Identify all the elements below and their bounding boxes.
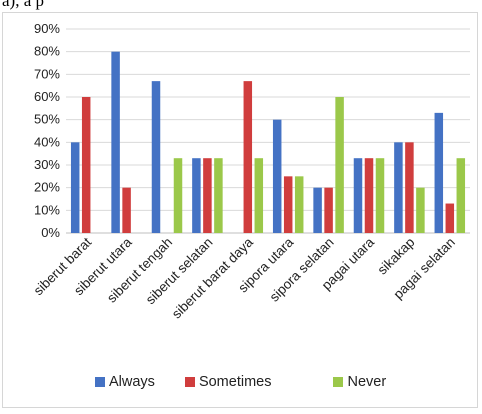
bar-never [173, 158, 183, 233]
bar-always [434, 112, 444, 233]
cropped-caption-text: a), a p [2, 0, 45, 10]
bar-sometimes [81, 97, 91, 233]
bar-always [192, 158, 201, 233]
bar-always [111, 51, 120, 233]
bar-sometimes [324, 187, 333, 233]
legend-item-never: Never [333, 374, 386, 390]
bar-sometimes [283, 176, 293, 233]
bar-never [294, 176, 304, 233]
legend-swatch [333, 377, 344, 387]
bar-never [214, 158, 223, 233]
y-tick-label: 10% [34, 202, 60, 217]
legend-label: Never [347, 374, 387, 390]
bar-sometimes [243, 81, 253, 233]
legend-item-always: Always [95, 374, 155, 390]
chart-legend: Always Sometimes Never [95, 374, 386, 390]
legend-label: Always [109, 374, 155, 390]
y-tick-label: 70% [34, 66, 60, 81]
y-tick-label: 20% [34, 180, 60, 195]
bar-sometimes [405, 142, 414, 233]
y-tick-label: 50% [34, 112, 60, 127]
y-tick-label: 30% [34, 157, 60, 172]
bar-always [313, 187, 322, 233]
bar-always [151, 81, 161, 233]
bar-never [254, 158, 264, 233]
legend-label: Sometimes [198, 374, 272, 390]
bar-sometimes [364, 158, 374, 233]
legend-swatch [95, 377, 105, 387]
y-tick-label: 90% [34, 21, 60, 36]
bar-sometimes [203, 158, 212, 233]
legend-swatch [184, 377, 195, 387]
bar-sometimes [122, 187, 131, 233]
bar-never [375, 158, 385, 233]
chart-border [2, 12, 478, 408]
legend-item-sometimes: Sometimes [184, 374, 272, 390]
y-tick-label: 60% [34, 89, 60, 104]
bar-never [335, 97, 344, 233]
bar-always [394, 142, 403, 233]
y-tick-label: 40% [34, 134, 60, 149]
y-tick-label: 0% [41, 225, 60, 240]
y-tick-label: 80% [34, 44, 60, 59]
bar-always [353, 158, 363, 233]
bar-always [272, 119, 282, 233]
bar-sometimes [445, 203, 455, 233]
bar-never [416, 187, 425, 233]
bar-always [70, 142, 80, 233]
bar-never [456, 158, 466, 233]
